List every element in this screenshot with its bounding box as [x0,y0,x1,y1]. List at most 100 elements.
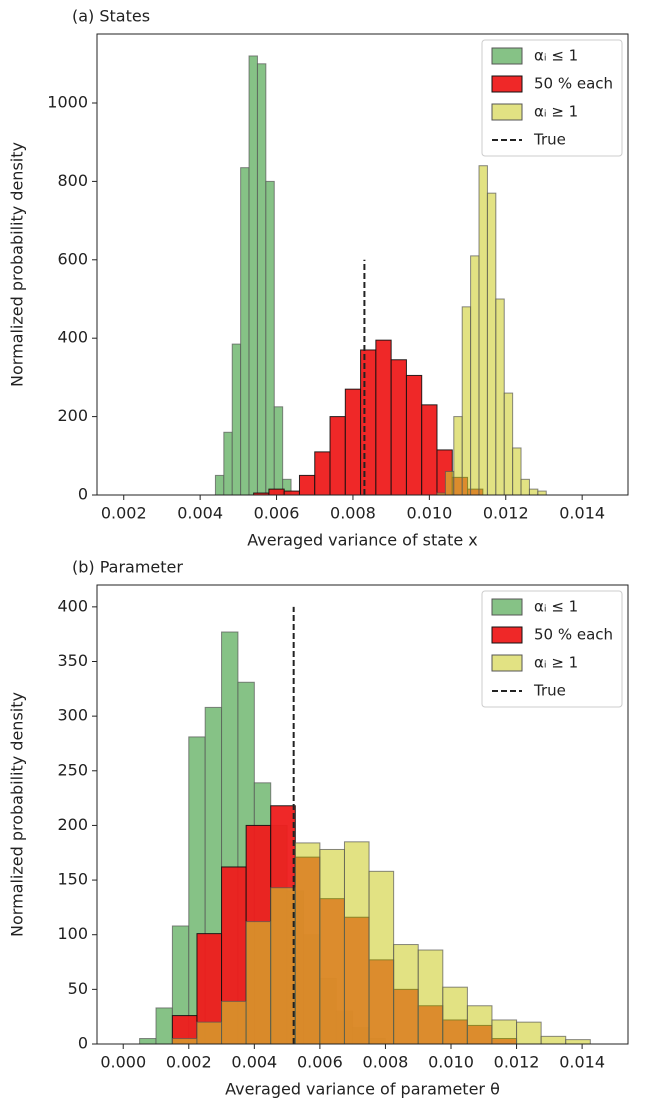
histogram-bar [421,404,438,496]
histogram-bar [466,1005,493,1045]
histogram-bar [155,1007,173,1045]
x-axis-label: Averaged variance of parameter θ [225,1080,500,1099]
legend-label: True [533,131,566,149]
y-tick-label: 150 [57,870,88,889]
histogram-bar [298,474,316,496]
histogram-bar [360,349,377,496]
histogram-bar [248,55,258,496]
y-axis-label: Normalized probability density [8,142,27,387]
histogram-bar [343,841,370,1045]
histogram-bar [240,167,250,496]
histogram-bar [139,1038,157,1045]
histogram-bar [565,1039,591,1045]
y-tick-label: 50 [68,979,88,998]
y-tick-label: 400 [57,596,88,615]
histogram-bar [444,470,455,496]
x-tick-label: 0.004 [231,1053,277,1072]
histogram-bar [196,1021,223,1045]
histogram-bar [495,298,505,496]
x-axis-label: Averaged variance of state x [247,531,478,550]
legend-swatch [491,626,523,644]
y-tick-label: 200 [57,815,88,834]
histogram-bar [221,1000,247,1045]
histogram-bar [319,848,345,1045]
y-tick-label: 800 [57,171,88,190]
histogram-bar [540,1035,567,1045]
legend-frame [481,590,623,708]
panel-title: (b) Parameter [72,558,183,577]
legend-swatch [491,598,523,616]
histogram-bar [270,887,296,1045]
histogram-bar [516,1021,542,1045]
histogram-bar [470,255,480,496]
legend-label: 50 % each [534,75,613,93]
x-tick-label: 0.012 [483,504,529,523]
legend-label: αᵢ ≥ 1 [534,103,578,121]
legend: αᵢ ≤ 1 50 % each αᵢ ≥ 1 True [481,39,623,157]
x-tick-label: 0.002 [166,1053,212,1072]
y-tick-label: 250 [57,760,88,779]
histogram-bar [375,339,392,496]
y-tick-label: 1000 [47,92,88,111]
x-tick-label: 0.008 [330,504,376,523]
panel-title: (a) States [72,7,150,26]
x-tick-label: 0.012 [494,1053,540,1072]
x-tick-label: 0.000 [100,1053,146,1072]
histogram-bar [344,388,362,496]
histogram-bar [503,392,514,496]
legend-frame [481,39,623,157]
histogram-bar [283,490,300,496]
legend-label: αᵢ ≤ 1 [534,47,578,65]
histogram-bar [486,192,497,496]
legend-label: 50 % each [534,626,613,644]
histogram-bar [245,921,272,1045]
histogram-bar [537,490,547,496]
legend-swatch [491,103,523,121]
histogram-bar [223,431,233,496]
legend-label: True [533,682,566,700]
y-axis-label: Normalized probability density [8,692,27,937]
histogram-bar [491,1019,518,1045]
y-tick-label: 400 [57,328,88,347]
histogram-bar [329,416,346,496]
histogram-bar [461,306,472,496]
histogram-bar [453,416,463,496]
x-tick-label: 0.002 [101,504,147,523]
x-tick-label: 0.010 [406,504,452,523]
y-tick-label: 600 [57,249,88,268]
histogram-bar [214,474,225,496]
legend-label: αᵢ ≥ 1 [534,654,578,672]
histogram-bar [528,488,539,496]
histogram-bar [390,359,407,496]
histogram-bar [478,165,488,496]
legend-label: αᵢ ≤ 1 [534,598,578,616]
histogram-bar [268,488,285,496]
histogram-bar [393,944,419,1045]
histogram-bar [256,63,267,496]
histogram-bar [314,451,331,496]
histogram-bar [171,1038,198,1045]
histogram-bar [368,870,395,1045]
x-tick-label: 0.004 [177,504,223,523]
x-tick-label: 0.006 [297,1053,343,1072]
plot-frame [96,584,629,1045]
histogram-bar [231,343,242,496]
y-tick-label: 350 [57,651,88,670]
y-tick-label: 300 [57,706,88,725]
y-tick-label: 0 [78,1034,88,1053]
histogram-bar [442,986,468,1045]
histogram-bar [405,374,423,496]
y-tick-label: 100 [57,924,88,943]
y-tick-label: 0 [78,485,88,504]
x-tick-label: 0.008 [363,1053,409,1072]
plot-frame [96,33,629,496]
y-tick-label: 200 [57,406,88,425]
x-tick-label: 0.006 [254,504,300,523]
legend-swatch [491,654,523,672]
histogram-bar [265,180,275,496]
x-tick-label: 0.014 [559,504,605,523]
histogram-bar [417,949,444,1045]
histogram-bar [512,447,522,496]
x-tick-label: 0.014 [559,1053,605,1072]
